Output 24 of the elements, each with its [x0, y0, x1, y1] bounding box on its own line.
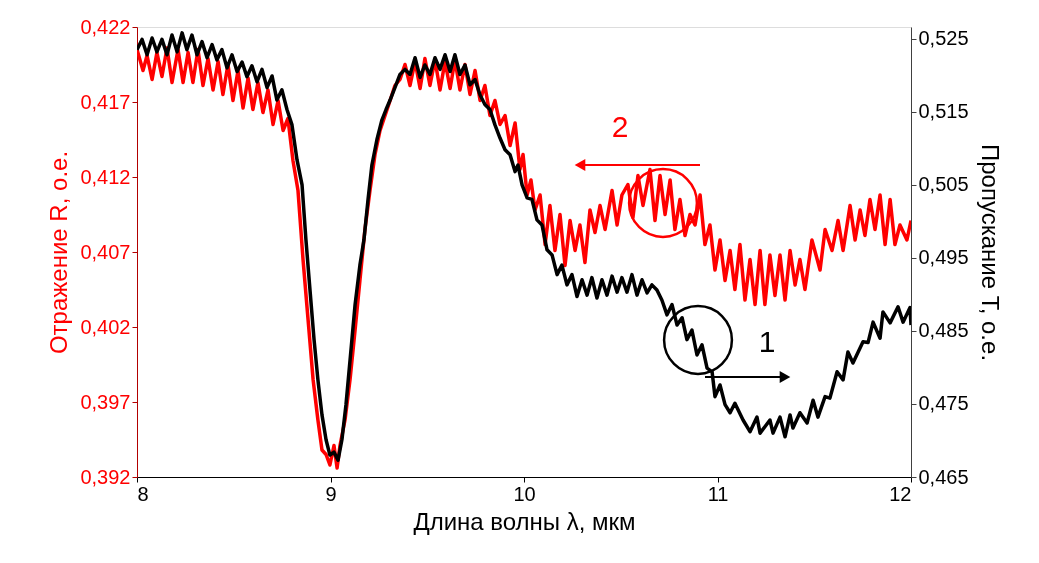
x-tick-label: 8 — [137, 482, 149, 505]
y2-tick-label: 0,475 — [918, 392, 969, 415]
x-tick-label: 10 — [513, 482, 536, 505]
y-tick-label: 0,417 — [80, 90, 131, 113]
y2-axis-title: Пропускание T, о.е. — [976, 143, 1004, 362]
y2-tick-label: 0,515 — [918, 100, 969, 123]
x-tick-label: 12 — [889, 482, 912, 505]
y-tick-label: 0,392 — [80, 465, 131, 488]
annotation: 1 — [758, 325, 776, 358]
y2-tick-label: 0,495 — [918, 246, 969, 269]
y-axis-title: Отражение R, о.е. — [45, 150, 73, 355]
x-tick-label: 11 — [707, 482, 729, 505]
y-tick-label: 0,412 — [80, 165, 131, 188]
annotation: 2 — [611, 110, 629, 143]
y-tick-label: 0,402 — [80, 315, 131, 338]
y2-tick-label: 0,505 — [918, 173, 969, 196]
y2-tick-label: 0,525 — [918, 27, 969, 50]
y2-tick-label: 0,485 — [918, 319, 969, 342]
y-tick-label: 0,407 — [80, 240, 131, 263]
x-tick-label: 9 — [325, 482, 337, 505]
x-axis-title: Длина волны λ, мкм — [413, 507, 636, 535]
y2-tick-label: 0,465 — [918, 465, 969, 488]
y-tick-label: 0,422 — [80, 15, 131, 38]
y-tick-label: 0,397 — [80, 390, 131, 413]
